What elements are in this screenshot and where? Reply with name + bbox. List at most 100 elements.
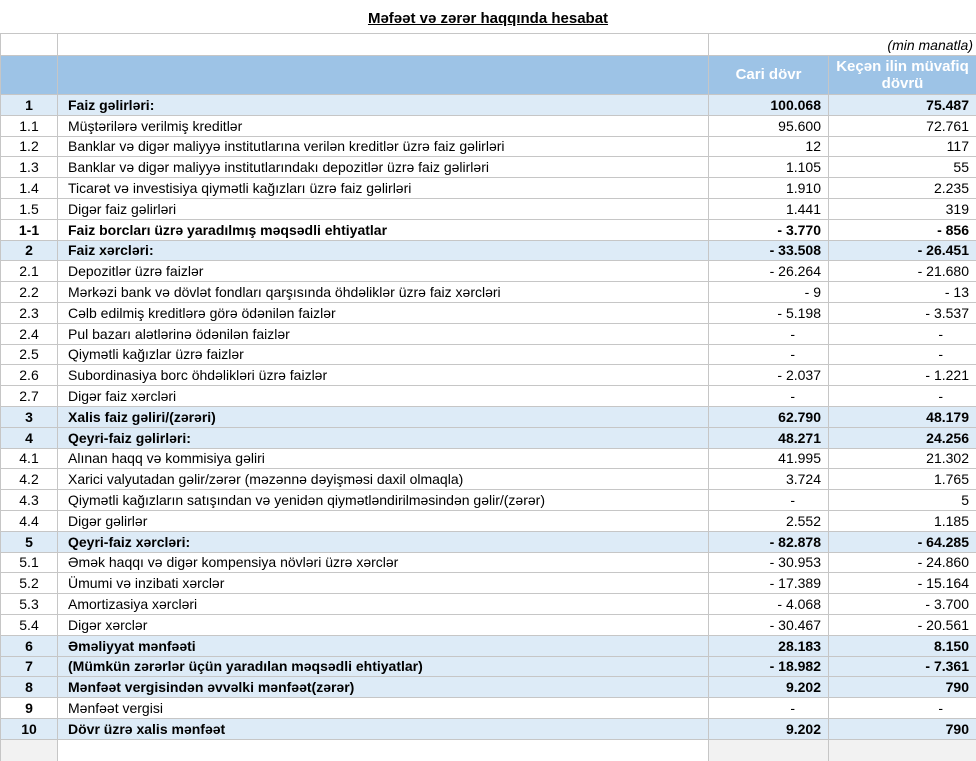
previous-value-cell: - 3.700	[829, 594, 976, 615]
current-value-cell: - 9	[709, 282, 829, 303]
previous-value-cell: 1.185	[829, 510, 976, 531]
row-label-cell: Əmək haqqı və digər kompensiya növləri ü…	[58, 552, 709, 573]
row-number-cell: 3	[1, 406, 58, 427]
table-row: 7(Mümkün zərərlər üçün yaradılan məqsədl…	[1, 656, 976, 677]
column-header-row: Cari dövr Keçən ilin müvafiq dövrü	[1, 56, 976, 95]
row-number-cell: 2.1	[1, 261, 58, 282]
column-header-description	[58, 56, 709, 95]
row-label-cell: Digər faiz xərcləri	[58, 386, 709, 407]
current-value-cell: - 18.982	[709, 656, 829, 677]
previous-value-cell: - 3.537	[829, 302, 976, 323]
current-value-cell: - 17.389	[709, 573, 829, 594]
filler-cell	[829, 739, 976, 761]
previous-value-cell: - 64.285	[829, 531, 976, 552]
current-value-cell: - 30.467	[709, 614, 829, 635]
column-header-previous: Keçən ilin müvafiq dövrü	[829, 56, 976, 95]
row-label-cell: Ticarət və investisiya qiymətli kağızlar…	[58, 178, 709, 199]
previous-value-cell: 75.487	[829, 95, 976, 116]
row-number-cell: 2.3	[1, 302, 58, 323]
previous-value-cell: - 21.680	[829, 261, 976, 282]
row-label-cell: Pul bazarı alətlərinə ödənilən faizlər	[58, 323, 709, 344]
row-label-cell: Qeyri-faiz gəlirləri:	[58, 427, 709, 448]
current-value-cell: -	[709, 344, 829, 365]
row-label-cell: Digər xərclər	[58, 614, 709, 635]
previous-value-cell: 5	[829, 490, 976, 511]
row-number-cell: 5.4	[1, 614, 58, 635]
row-number-cell: 1.5	[1, 198, 58, 219]
row-number-cell: 1	[1, 95, 58, 116]
report-title: Məfəət və zərər haqqında hesabat	[368, 10, 608, 27]
row-number-cell: 1.4	[1, 178, 58, 199]
current-value-cell: -	[709, 698, 829, 719]
filler-cell	[1, 739, 58, 761]
previous-value-cell: - 15.164	[829, 573, 976, 594]
row-number-cell: 1.2	[1, 136, 58, 157]
current-value-cell: - 5.198	[709, 302, 829, 323]
row-label-cell: Əməliyyat mənfəəti	[58, 635, 709, 656]
current-value-cell: - 3.770	[709, 219, 829, 240]
row-label-cell: Qiymətli kağızların satışından və yenidə…	[58, 490, 709, 511]
current-value-cell: -	[709, 386, 829, 407]
current-value-cell: - 82.878	[709, 531, 829, 552]
current-value-cell: 9.202	[709, 718, 829, 739]
row-label-cell: Qiymətli kağızlar üzrə faizlər	[58, 344, 709, 365]
previous-value-cell: -	[829, 344, 976, 365]
row-label-cell: Ümumi və inzibati xərclər	[58, 573, 709, 594]
row-label-cell: (Mümkün zərərlər üçün yaradılan məqsədli…	[58, 656, 709, 677]
row-label-cell: Dövr üzrə xalis mənfəət	[58, 718, 709, 739]
row-number-cell: 8	[1, 677, 58, 698]
current-value-cell: - 26.264	[709, 261, 829, 282]
current-value-cell: 100.068	[709, 95, 829, 116]
current-value-cell: 9.202	[709, 677, 829, 698]
current-value-cell: - 33.508	[709, 240, 829, 261]
previous-value-cell: - 1.221	[829, 365, 976, 386]
previous-value-cell: -	[829, 386, 976, 407]
row-number-cell: 4.3	[1, 490, 58, 511]
column-header-current: Cari dövr	[709, 56, 829, 95]
current-value-cell: 48.271	[709, 427, 829, 448]
row-number-cell: 2.6	[1, 365, 58, 386]
previous-value-cell: 48.179	[829, 406, 976, 427]
previous-value-cell: 117	[829, 136, 976, 157]
row-number-cell: 1.1	[1, 115, 58, 136]
previous-value-cell: 21.302	[829, 448, 976, 469]
row-number-cell: 5	[1, 531, 58, 552]
row-label-cell: Mənfəət vergisindən əvvəlki mənfəət(zərə…	[58, 677, 709, 698]
row-number-cell: 4	[1, 427, 58, 448]
unit-note: (min manatla)	[709, 34, 976, 56]
row-label-cell: Alınan haqq və kommisiya gəliri	[58, 448, 709, 469]
row-label-cell: Mərkəzi bank və dövlət fondları qarşısın…	[58, 282, 709, 303]
row-number-cell: 2.4	[1, 323, 58, 344]
row-number-cell: 6	[1, 635, 58, 656]
empty-cell	[58, 34, 709, 56]
row-label-cell: Faiz xərcləri:	[58, 240, 709, 261]
row-number-cell: 2	[1, 240, 58, 261]
previous-value-cell: - 26.451	[829, 240, 976, 261]
current-value-cell: 3.724	[709, 469, 829, 490]
previous-value-cell: - 24.860	[829, 552, 976, 573]
previous-value-cell: - 13	[829, 282, 976, 303]
current-value-cell: -	[709, 323, 829, 344]
row-label-cell: Xalis faiz gəliri/(zərəri)	[58, 406, 709, 427]
filler-row	[1, 739, 976, 761]
